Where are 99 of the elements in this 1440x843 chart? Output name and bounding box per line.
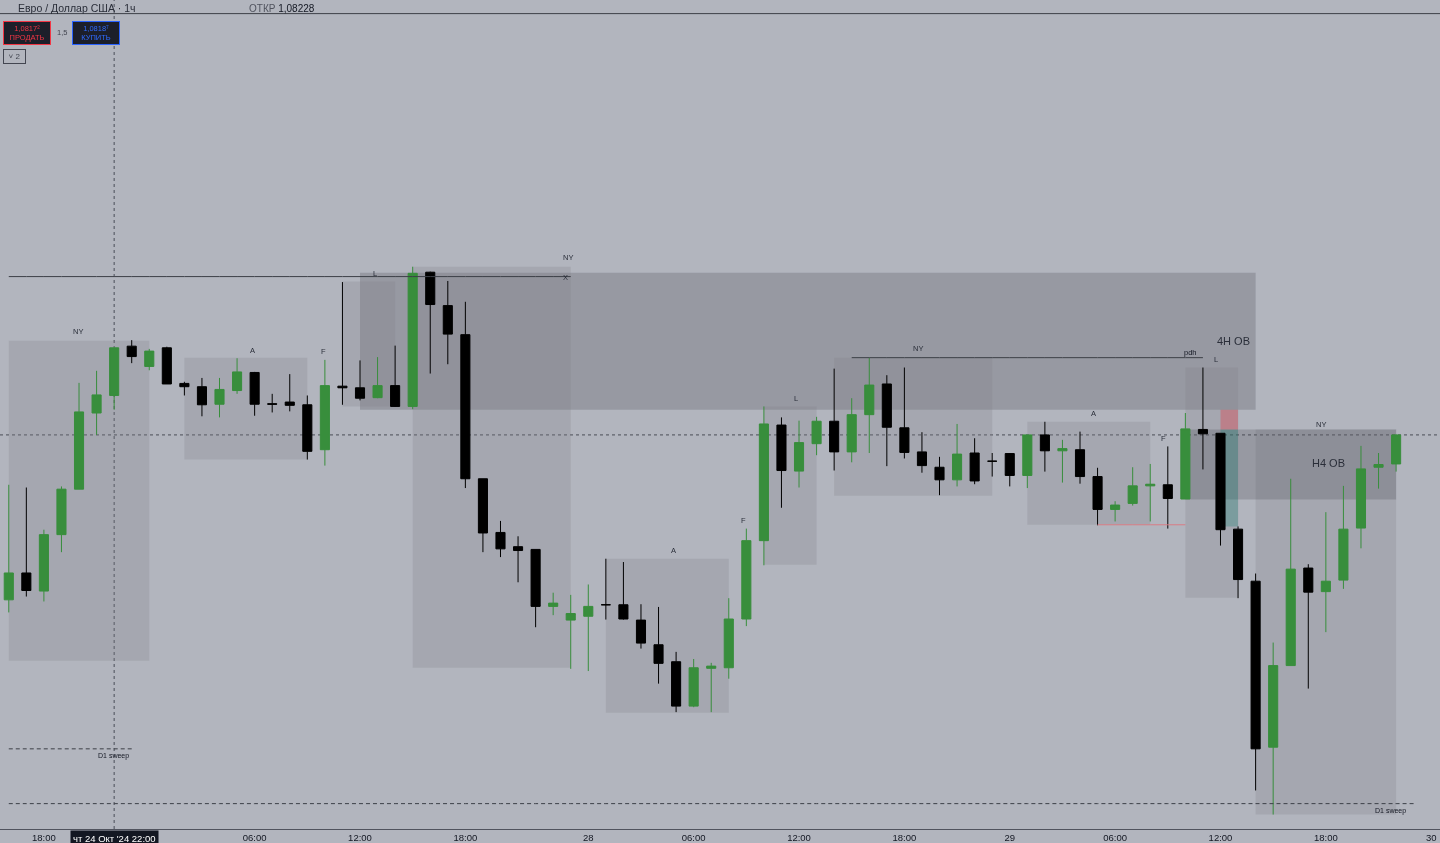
candlestick <box>899 367 910 459</box>
candlestick <box>1145 463 1156 522</box>
candlestick <box>495 520 506 558</box>
candlestick <box>1197 367 1208 470</box>
candlestick <box>56 485 67 553</box>
candlestick <box>530 548 541 628</box>
x-tick-label: 30 <box>1425 832 1437 843</box>
candlestick <box>196 377 207 417</box>
candlestick <box>1268 642 1279 816</box>
candlestick <box>1074 431 1086 485</box>
x-tick-label: 06:00 <box>1103 832 1128 843</box>
candlestick <box>38 529 49 602</box>
candlestick <box>1004 452 1015 487</box>
x-tick-label: 29 <box>1004 832 1016 843</box>
candlestick <box>793 420 805 489</box>
candlestick <box>1110 500 1121 522</box>
chart-subtitle: ОТКР 1,08228 <box>249 3 315 14</box>
candlestick <box>1215 432 1226 547</box>
candlestick <box>1092 467 1103 526</box>
candlestick <box>73 382 85 490</box>
candlestick <box>1303 563 1314 690</box>
x-tick-label: 28 <box>583 832 594 843</box>
candlestick <box>407 266 418 410</box>
candlestick <box>548 592 559 616</box>
x-tick-label: 12:00 <box>1208 832 1233 843</box>
candlestick <box>1022 434 1033 489</box>
candlestick <box>1355 445 1367 549</box>
x-tick-label: 18:00 <box>453 832 478 843</box>
candlestick <box>3 484 14 613</box>
candlestick <box>460 301 471 489</box>
candlestick <box>864 357 875 454</box>
candlestick <box>916 431 927 474</box>
candlestick <box>811 416 822 456</box>
candlestick <box>372 356 383 399</box>
candlestick <box>600 558 611 621</box>
candlestick <box>829 368 840 472</box>
candlestick <box>758 405 769 566</box>
candlestick <box>688 658 699 708</box>
candlestick <box>1180 412 1191 500</box>
candlestick <box>284 373 295 412</box>
x-tick-label: чт 24 Окт '24 22:00 <box>73 833 156 843</box>
candlestick <box>1320 511 1331 633</box>
candlestick <box>618 561 629 621</box>
candlestick <box>741 528 752 627</box>
candlestick <box>513 535 524 583</box>
candlestick <box>987 452 998 478</box>
candlestick <box>1233 525 1244 599</box>
candlestick <box>1162 445 1173 530</box>
candlestick <box>442 280 453 365</box>
candlestick <box>91 370 102 436</box>
x-tick-label: 18:00 <box>32 832 56 843</box>
candlestick <box>477 478 488 553</box>
candlestick <box>319 359 330 467</box>
candlestick <box>671 651 682 713</box>
x-tick-label: 12:00 <box>787 832 811 843</box>
text: ˅ 2 <box>8 52 21 61</box>
candlestick <box>1373 452 1384 490</box>
candlestick <box>1338 485 1349 590</box>
candlestick <box>1250 573 1261 791</box>
annotation: 4H OB <box>1217 335 1251 347</box>
candlestick <box>267 393 278 413</box>
candlestick <box>161 346 172 385</box>
x-tick-label: 18:00 <box>1313 832 1338 843</box>
candlestick <box>653 606 664 685</box>
chart-title: Евро / Доллар США · 1ч <box>18 1 136 14</box>
candlestick <box>846 397 857 463</box>
candlestick <box>337 281 348 406</box>
x-tick-label: 18:00 <box>892 832 917 843</box>
candlestick <box>706 662 717 713</box>
candlestick <box>232 357 243 395</box>
candlestick <box>583 583 594 672</box>
candlestick <box>354 359 366 401</box>
candlestick <box>21 487 32 598</box>
candlestick <box>723 597 734 680</box>
candlestick <box>179 381 190 396</box>
candlestick <box>126 339 137 364</box>
candlestick <box>1285 478 1296 667</box>
candlestick <box>1039 421 1050 473</box>
candlestick <box>144 348 155 371</box>
x-tick-label: 06:00 <box>681 832 706 843</box>
candlestick <box>881 374 892 467</box>
candlestick <box>934 456 945 496</box>
candlestick <box>776 416 787 509</box>
candlestick <box>214 377 225 418</box>
candlestick <box>302 394 313 461</box>
candlestick <box>565 594 576 670</box>
candlestick <box>635 603 647 650</box>
candlestick <box>249 371 260 417</box>
candlestick <box>969 437 980 485</box>
candlestick <box>390 345 401 408</box>
candlestick <box>425 271 436 375</box>
x-tick-label: 12:00 <box>348 832 372 843</box>
candlestick <box>1057 439 1068 484</box>
annotation: H4 OB <box>1312 457 1346 469</box>
candlestick <box>1391 433 1402 473</box>
candlestick <box>1127 466 1138 507</box>
candlestick <box>109 347 120 411</box>
candlestick <box>952 423 963 487</box>
x-tick-label: 06:00 <box>242 832 267 843</box>
